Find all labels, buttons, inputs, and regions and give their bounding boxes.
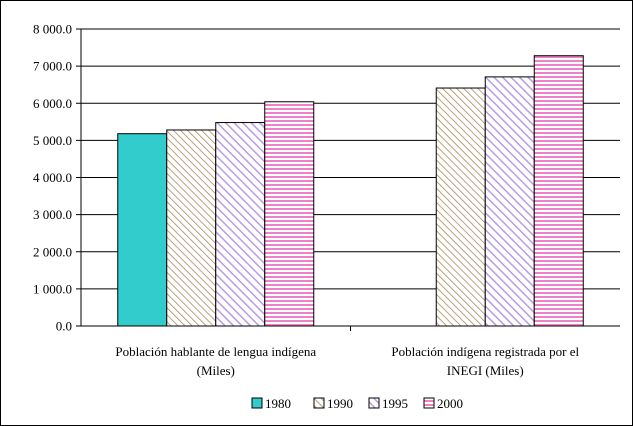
legend-label-2000: 2000 (437, 396, 463, 411)
legend-label-1995: 1995 (382, 396, 408, 411)
legend-swatch-1990 (313, 397, 325, 409)
x-category-label: INEGI (Miles) (447, 363, 524, 378)
y-tick-label: 6 000.0 (33, 96, 72, 111)
y-tick-label: 0.0 (56, 319, 72, 334)
x-category-label: (Miles) (197, 363, 235, 378)
x-category-label: Población hablante de lengua indígena (115, 344, 316, 359)
bar-2000-cat-0 (264, 101, 315, 327)
bar-1980-cat-0 (117, 133, 168, 327)
legend-swatch-2000 (423, 397, 435, 409)
y-tick-label: 3 000.0 (33, 207, 72, 222)
bar-2000-cat-1 (533, 55, 584, 327)
y-tick-label: 8 000.0 (33, 22, 72, 37)
y-tick-label: 4 000.0 (33, 170, 72, 185)
bar-1990-cat-0 (166, 129, 217, 327)
legend-swatch-1995 (368, 397, 380, 409)
x-category-label: Población indígena registrada por el (391, 344, 579, 359)
legend-label-1990: 1990 (327, 396, 353, 411)
legend-label-1980: 1980 (265, 396, 291, 411)
legend-swatch-1980 (251, 397, 263, 409)
y-tick-label: 1 000.0 (33, 281, 72, 296)
bars (117, 55, 584, 327)
bar-1995-cat-1 (484, 76, 535, 327)
y-tick-label: 2 000.0 (33, 244, 72, 259)
y-tick-label: 7 000.0 (33, 59, 72, 74)
y-tick-label: 5 000.0 (33, 133, 72, 148)
y-axis: 0.0 1 000.0 2 000.0 3 000.0 4 000.0 5 000.0 6 … (33, 22, 82, 334)
bar-1995-cat-0 (215, 122, 266, 327)
x-axis: Población hablante de lengua indígena (Mi… (81, 325, 620, 378)
bar-1990-cat-1 (435, 87, 486, 327)
legend: 1980 1990 1995 2000 (251, 396, 463, 411)
